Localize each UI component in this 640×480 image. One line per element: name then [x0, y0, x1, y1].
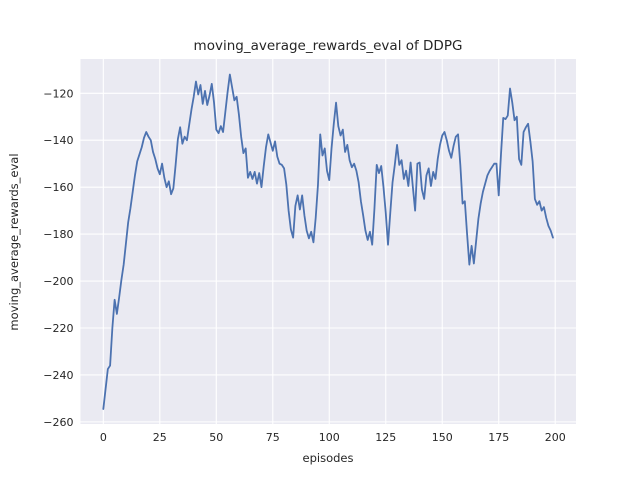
x-tick-label: 100: [319, 431, 340, 444]
y-tick-label: −160: [43, 181, 73, 194]
x-tick-label: 25: [153, 431, 167, 444]
x-tick-label: 150: [432, 431, 453, 444]
series-line: [102, 73, 554, 410]
x-tick-label: 75: [266, 431, 280, 444]
axes-background: [80, 59, 576, 424]
x-tick-label: 125: [375, 431, 396, 444]
x-tick-label: 0: [100, 431, 107, 444]
chart-title: moving_average_rewards_eval of DDPG: [193, 38, 463, 54]
x-axis-label: episodes: [302, 451, 354, 465]
y-tick-label: −200: [43, 275, 73, 288]
y-tick-label: −120: [43, 87, 73, 100]
y-tick-label: −240: [43, 369, 73, 382]
y-tick-label: −140: [43, 134, 73, 147]
y-tick-label: −220: [43, 322, 73, 335]
x-tick-label: 50: [209, 431, 223, 444]
y-tick-label: −260: [43, 416, 73, 429]
x-tick-label: 175: [488, 431, 509, 444]
x-tick-label: 200: [545, 431, 566, 444]
y-tick-label: −180: [43, 228, 73, 241]
